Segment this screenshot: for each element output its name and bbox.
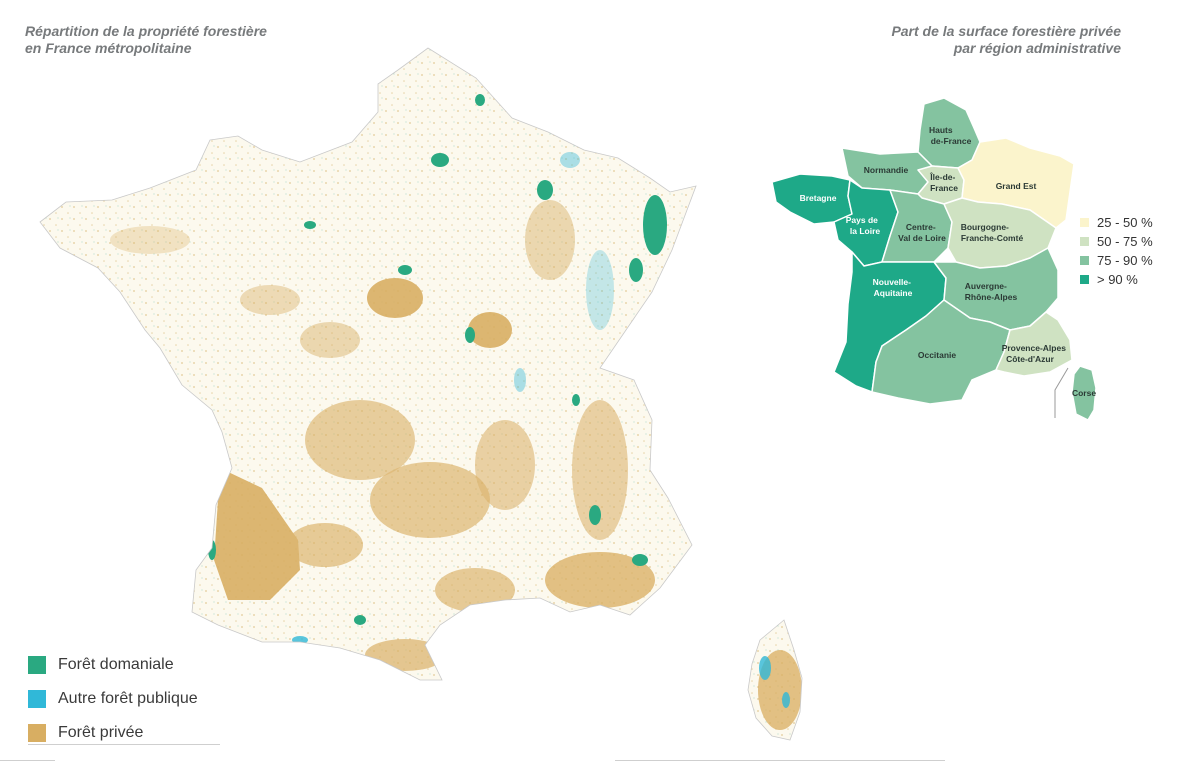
legend-item: Autre forêt publique xyxy=(28,682,198,716)
right-title-line2: par région administrative xyxy=(953,40,1121,56)
legend-label: Forêt domaniale xyxy=(58,656,174,673)
divider-rule xyxy=(615,760,945,761)
legend-item: 50 - 75 % xyxy=(1080,232,1153,251)
left-title-line2: en France métropolitaine xyxy=(25,40,192,56)
legend-swatch xyxy=(1080,237,1089,246)
legend-swatch xyxy=(1080,218,1089,227)
label-line: Auvergne- xyxy=(965,281,1007,291)
region-labels: Hauts de-France Normandie Île-de- France… xyxy=(800,125,1097,398)
legend-label: 25 - 50 % xyxy=(1097,215,1153,230)
ownership-legend: Forêt domaniale Autre forêt publique For… xyxy=(28,648,198,750)
legend-item: 25 - 50 % xyxy=(1080,213,1153,232)
region-label-occitanie: Occitanie xyxy=(918,350,957,360)
legend-swatch xyxy=(1080,275,1089,284)
label-line: Corse xyxy=(1072,388,1096,398)
label-line: Hauts xyxy=(929,125,953,135)
label-line: Côte-d'Azur xyxy=(1006,354,1055,364)
label-line: Val de Loire xyxy=(898,233,946,243)
legend-swatch xyxy=(28,690,46,708)
corsica-inset-line xyxy=(1054,367,1069,418)
region-label-ile-de-france: Île-de- France xyxy=(929,171,958,193)
label-line: France xyxy=(930,183,958,193)
region-share-legend: 25 - 50 % 50 - 75 % 75 - 90 % > 90 % xyxy=(1080,213,1153,289)
legend-label: 75 - 90 % xyxy=(1097,253,1153,268)
region-label-provence-alpes-cote-dazur: Provence-Alpes Côte-d'Azur xyxy=(1002,343,1069,364)
label-line: Pays de xyxy=(846,215,878,225)
right-map-title: Part de la surface forestière privée par… xyxy=(891,23,1121,57)
other-public-forest-areas xyxy=(292,152,790,708)
region-label-grand-est: Grand Est xyxy=(996,181,1037,191)
right-title-line1: Part de la surface forestière privée xyxy=(891,23,1121,39)
legend-label: > 90 % xyxy=(1097,272,1138,287)
region-label-corse: Corse xyxy=(1072,388,1096,398)
legend-item: Forêt privée xyxy=(28,716,198,750)
region-label-nouvelle-aquitaine: Nouvelle- Aquitaine xyxy=(873,277,914,298)
left-map-title: Répartition de la propriété forestière e… xyxy=(25,23,267,57)
region-corse xyxy=(1071,365,1097,421)
label-line: de-France xyxy=(931,136,972,146)
corsica-outline xyxy=(747,619,803,741)
legend-swatch xyxy=(1080,256,1089,265)
region-label-hauts-de-france: Hauts de-France xyxy=(929,125,972,146)
label-line: Rhône-Alpes xyxy=(965,292,1018,302)
legend-label: Autre forêt publique xyxy=(58,690,198,707)
region-label-normandie: Normandie xyxy=(864,165,909,175)
divider-rule xyxy=(28,744,220,745)
state-forest-areas xyxy=(208,94,667,625)
label-line: Nouvelle- xyxy=(873,277,911,287)
label-line: Aquitaine xyxy=(874,288,913,298)
region-label-centre-val-de-loire: Centre- Val de Loire xyxy=(898,222,946,243)
label-line: Centre- xyxy=(906,222,936,232)
label-line: Bretagne xyxy=(800,193,837,203)
label-line: Grand Est xyxy=(996,181,1037,191)
region-provence-alpes-cote-dazur xyxy=(995,311,1073,377)
private-forest-areas xyxy=(110,200,802,730)
label-line: Île-de- xyxy=(929,171,955,182)
regional-map xyxy=(771,97,1097,421)
legend-item: > 90 % xyxy=(1080,270,1153,289)
legend-label: Forêt privée xyxy=(58,724,144,741)
label-line: Bourgogne- xyxy=(961,222,1009,232)
label-line: la Loire xyxy=(850,226,881,236)
region-label-auvergne-rhone-alpes: Auvergne- Rhône-Alpes xyxy=(965,281,1018,302)
region-label-pays-de-la-loire: Pays de la Loire xyxy=(846,215,881,236)
legend-swatch xyxy=(28,724,46,742)
legend-item: 75 - 90 % xyxy=(1080,251,1153,270)
label-line: Normandie xyxy=(864,165,909,175)
legend-item: Forêt domaniale xyxy=(28,648,198,682)
label-line: Franche-Comté xyxy=(961,233,1024,243)
label-line: Provence-Alpes xyxy=(1002,343,1067,353)
legend-swatch xyxy=(28,656,46,674)
region-centre-val-de-loire xyxy=(881,189,953,263)
region-label-bourgogne-franche-comte: Bourgogne- Franche-Comté xyxy=(961,222,1024,243)
left-title-line1: Répartition de la propriété forestière xyxy=(25,23,267,39)
legend-label: 50 - 75 % xyxy=(1097,234,1153,249)
divider-rule xyxy=(0,760,55,761)
france-outline xyxy=(39,47,697,681)
region-label-bretagne: Bretagne xyxy=(800,193,837,203)
label-line: Occitanie xyxy=(918,350,957,360)
